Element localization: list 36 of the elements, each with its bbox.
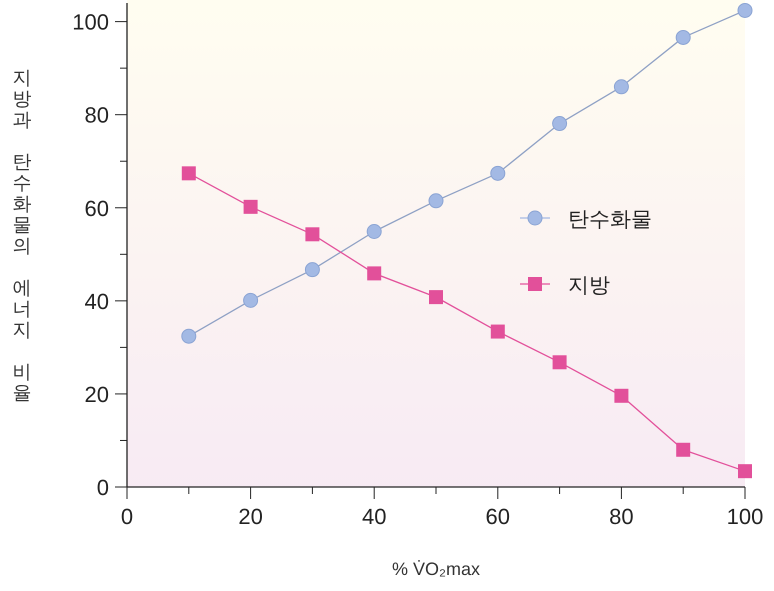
point <box>305 227 320 242</box>
point <box>429 290 443 304</box>
y-tick-label: 60 <box>84 196 109 221</box>
point <box>243 292 258 308</box>
legend-label: 탄수화물 <box>568 208 652 231</box>
x-tick-label: 20 <box>238 504 263 529</box>
point <box>182 166 196 180</box>
point <box>552 355 567 370</box>
y-tick-label: 40 <box>84 288 109 314</box>
x-tick-label: 100 <box>726 504 764 529</box>
y-tick-label: 100 <box>72 10 109 35</box>
point <box>244 200 258 214</box>
y-tick-label: 0 <box>96 475 109 500</box>
x-tick-label: 60 <box>486 504 510 529</box>
point <box>676 30 691 45</box>
point <box>676 442 690 457</box>
text: 지방과 탄수화물의 에너지 비율 <box>12 68 32 404</box>
y-tick-label: 20 <box>84 382 109 407</box>
point <box>614 388 628 403</box>
x-tick-label: 80 <box>609 504 634 529</box>
point <box>490 324 505 339</box>
x-tick-label: 40 <box>362 504 386 529</box>
y-tick-label: 80 <box>84 102 109 128</box>
legend-label: 지방 <box>568 274 610 297</box>
x-tick-label: 0 <box>120 504 134 529</box>
x-axis-title: % V̇O₂max <box>392 559 480 579</box>
point <box>490 166 506 181</box>
point <box>614 79 629 94</box>
point <box>366 224 382 240</box>
point <box>304 262 320 278</box>
point <box>738 464 752 478</box>
point <box>738 2 752 18</box>
point <box>428 193 444 208</box>
point <box>367 266 382 280</box>
point <box>552 116 568 132</box>
point <box>181 328 196 344</box>
